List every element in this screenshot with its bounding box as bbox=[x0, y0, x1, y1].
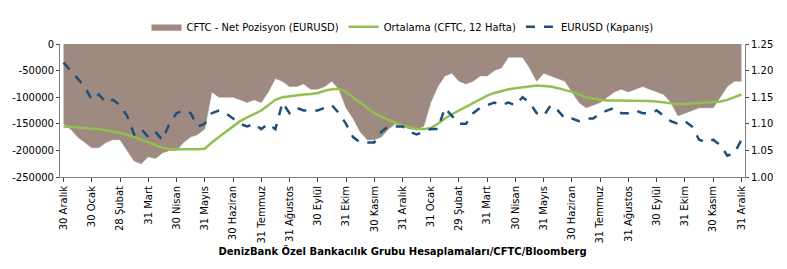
svg-text:30 Kasım: 30 Kasım bbox=[369, 186, 380, 232]
svg-text:EURUSD (Kapanış): EURUSD (Kapanış) bbox=[561, 22, 653, 33]
svg-text:31 Temmuz: 31 Temmuz bbox=[594, 186, 605, 244]
svg-text:31 Ağustos: 31 Ağustos bbox=[623, 186, 634, 242]
svg-text:31 Temmuz: 31 Temmuz bbox=[256, 186, 267, 244]
svg-text:30 Nisan: 30 Nisan bbox=[510, 186, 521, 230]
svg-text:1.05: 1.05 bbox=[751, 145, 773, 156]
svg-text:31 Ağustos: 31 Ağustos bbox=[284, 186, 295, 242]
svg-text:29 Şubat: 29 Şubat bbox=[453, 186, 464, 231]
svg-text:30 Eylül: 30 Eylül bbox=[651, 186, 662, 226]
svg-text:0: 0 bbox=[48, 39, 54, 50]
svg-text:1.25: 1.25 bbox=[751, 39, 773, 50]
svg-text:31 Ekim: 31 Ekim bbox=[679, 186, 690, 227]
svg-text:30 Haziran: 30 Haziran bbox=[566, 186, 577, 240]
svg-text:1.00: 1.00 bbox=[751, 172, 773, 183]
svg-text:31 Mart: 31 Mart bbox=[143, 186, 154, 225]
svg-text:1.15: 1.15 bbox=[751, 92, 773, 103]
svg-text:31 Mayıs: 31 Mayıs bbox=[538, 186, 549, 231]
svg-text:-100000: -100000 bbox=[12, 92, 54, 103]
svg-text:30 Kasım: 30 Kasım bbox=[707, 186, 718, 232]
svg-text:-50000: -50000 bbox=[19, 65, 54, 76]
svg-text:31 Aralık: 31 Aralık bbox=[736, 186, 747, 231]
svg-text:DenizBank Özel Bankacılık Grub: DenizBank Özel Bankacılık Grubu Hesaplam… bbox=[218, 244, 586, 257]
svg-text:Ortalama (CFTC, 12 Hafta): Ortalama (CFTC, 12 Hafta) bbox=[384, 22, 516, 33]
svg-text:31 Aralık: 31 Aralık bbox=[397, 186, 408, 231]
svg-text:31 Ekim: 31 Ekim bbox=[340, 186, 351, 227]
svg-text:28 Şubat: 28 Şubat bbox=[114, 186, 125, 231]
svg-text:-250000: -250000 bbox=[12, 172, 54, 183]
svg-text:-150000: -150000 bbox=[12, 118, 54, 129]
svg-text:30 Eylül: 30 Eylül bbox=[312, 186, 323, 226]
svg-text:CFTC - Net Pozisyon (EURUSD): CFTC - Net Pozisyon (EURUSD) bbox=[187, 22, 339, 33]
svg-text:1.20: 1.20 bbox=[751, 65, 773, 76]
svg-text:30 Haziran: 30 Haziran bbox=[227, 186, 238, 240]
svg-text:1.10: 1.10 bbox=[751, 118, 773, 129]
svg-text:31 Mart: 31 Mart bbox=[481, 186, 492, 225]
svg-text:30 Ocak: 30 Ocak bbox=[86, 186, 97, 227]
svg-text:30 Aralık: 30 Aralık bbox=[58, 186, 69, 231]
svg-text:30 Nisan: 30 Nisan bbox=[171, 186, 182, 230]
svg-text:31 Ocak: 31 Ocak bbox=[425, 186, 436, 227]
svg-text:-200000: -200000 bbox=[12, 145, 54, 156]
svg-text:31 Mayıs: 31 Mayıs bbox=[199, 186, 210, 231]
